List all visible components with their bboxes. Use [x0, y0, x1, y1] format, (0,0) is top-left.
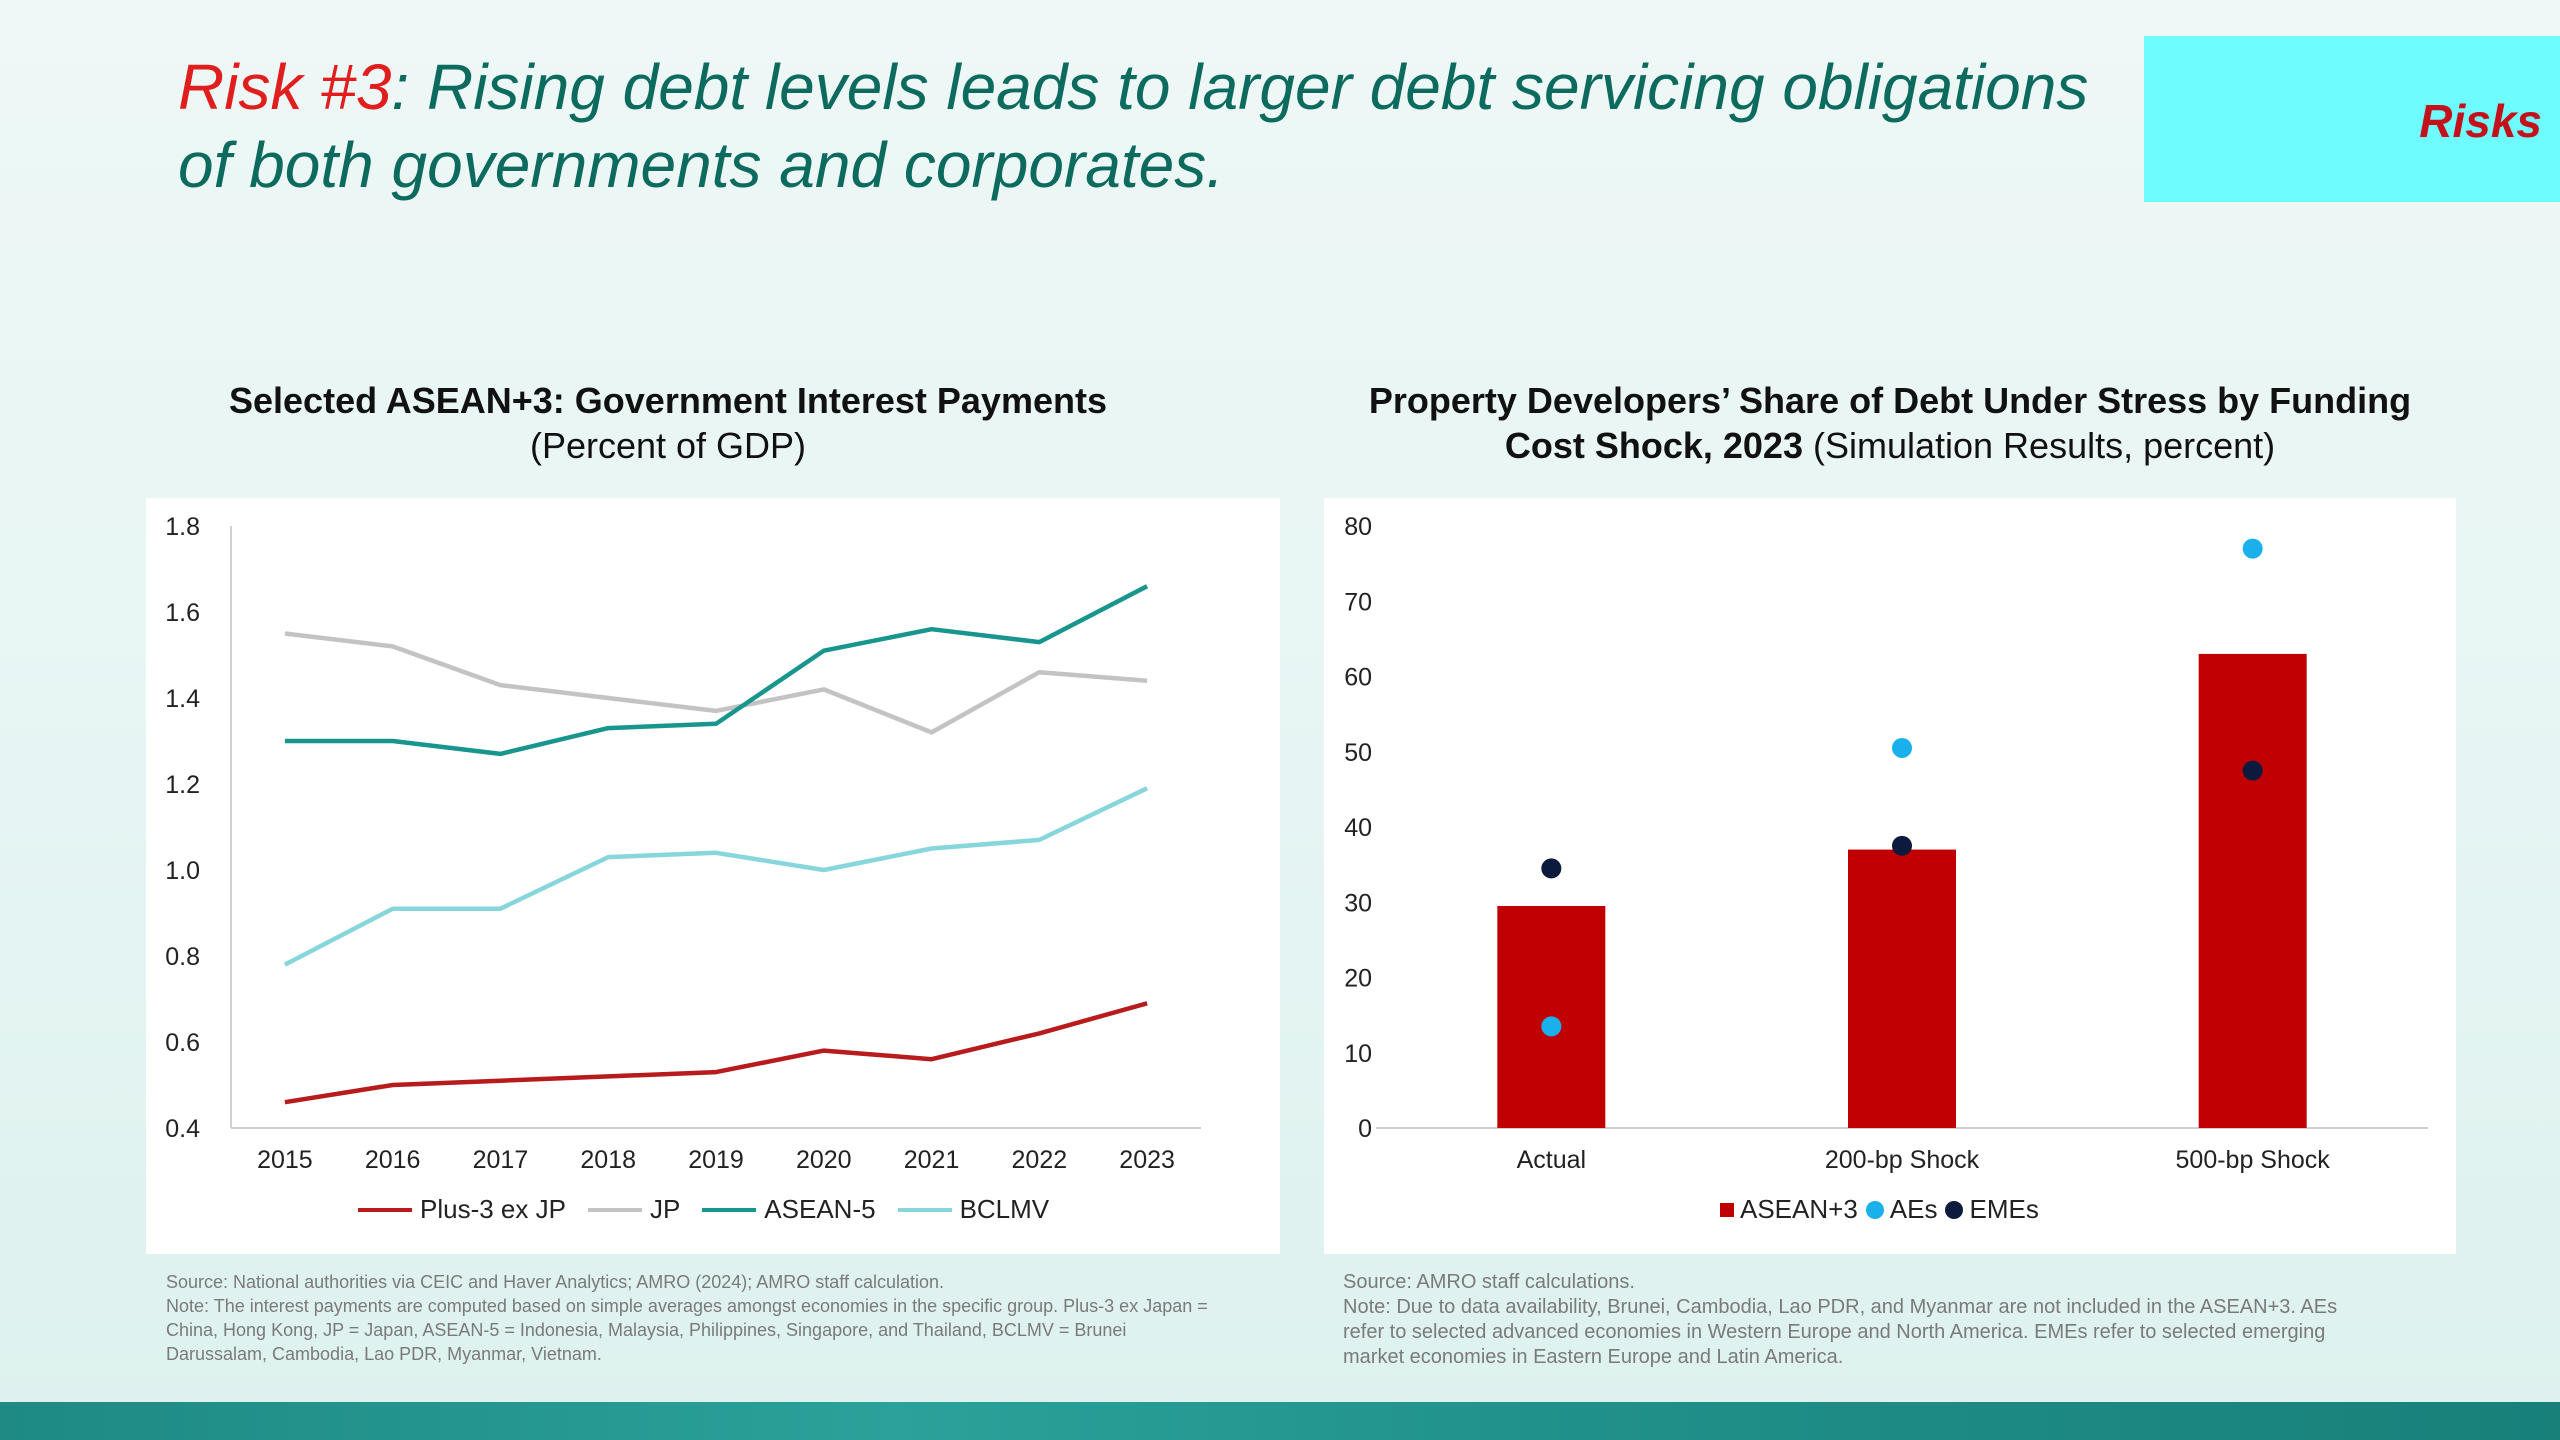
line-chart-y-tick: 0.4 [165, 1115, 200, 1143]
line-chart-y-tick: 0.6 [165, 1029, 200, 1057]
bar-chart-y-tick: 0 [1358, 1115, 1372, 1143]
right-chart-title: Property Developers’ Share of Debt Under… [1330, 378, 2450, 468]
bar-chart-y-tick: 60 [1344, 664, 1372, 692]
line-chart-legend: Plus-3 ex JP JP ASEAN-5 BCLMV [358, 1194, 1071, 1225]
legend-item-bclmv: BCLMV [897, 1194, 1050, 1225]
legend-label: ASEAN-5 [764, 1194, 876, 1224]
legend-label: AEs [1889, 1194, 1938, 1224]
bar-chart-svg: 0 10 20 30 40 50 60 70 80 Actual 200-bp Shock 500-b… [1344, 513, 2428, 1174]
legend-label: ASEAN+3 [1740, 1194, 1858, 1224]
line-chart-svg: 0.4 0.6 0.8 1.0 1.2 1.4 1.6 1.8 2015 2016 2017 2018… [165, 513, 1201, 1174]
headline-text-1: : Rising debt levels leads to larger deb… [391, 51, 2089, 123]
line-chart-x-tick: 2018 [580, 1146, 636, 1174]
line-chart-x-tick: 2017 [473, 1146, 529, 1174]
legend-swatch [897, 1207, 952, 1212]
line-chart-x-tick: 2016 [365, 1146, 421, 1174]
legend-item-emes: EMEs [1945, 1194, 2039, 1225]
bar-chart-x-tick: Actual [1517, 1146, 1586, 1174]
line-chart-y-tick: 1.8 [165, 513, 200, 541]
line-chart-x-tick: 2015 [257, 1146, 313, 1174]
line-chart-y-tick: 1.6 [165, 599, 200, 627]
bar-chart-y-tick: 10 [1344, 1040, 1372, 1068]
risk-number: Risk #3 [178, 51, 392, 123]
right-chart-source: Source: AMRO staff calculations. [1343, 1271, 1635, 1293]
right-note-line-3: market economies in Eastern Europe and L… [1343, 1346, 1844, 1368]
legend-item-asean-5: ASEAN-5 [702, 1194, 876, 1225]
line-chart-x-tick: 2020 [796, 1146, 852, 1174]
dot-emes-500-bp-shock [2242, 760, 2263, 781]
right-chart-title-line2-rest: (Simulation Results, percent) [1802, 425, 2276, 466]
series-line-bclmv [283, 786, 1149, 967]
bar-chart-x-tick: 500-bp Shock [2176, 1146, 2331, 1174]
legend-item-asean-3: ASEAN+3 [1720, 1194, 1858, 1225]
bar-chart-x-tick: 200-bp Shock [1825, 1146, 1980, 1174]
dot-emes-actual [1541, 858, 1562, 879]
legend-swatch [1720, 1202, 1734, 1217]
legend-item-plus-3-ex-jp: Plus-3 ex JP [358, 1194, 566, 1225]
left-chart-notes: Source: National authorities via CEIC an… [166, 1270, 1286, 1366]
left-chart-source: Source: National authorities via CEIC an… [166, 1272, 945, 1292]
bar-chart-y-tick: 50 [1344, 739, 1372, 767]
bar-asean-3-500-bp-shock [2198, 653, 2307, 1128]
right-note-line-1: Note: Due to data availability, Brunei, … [1343, 1296, 2338, 1318]
dot-aes-500-bp-shock [2242, 538, 2263, 559]
line-chart-y-tick: 0.8 [165, 943, 200, 971]
left-chart-panel: 0.4 0.6 0.8 1.0 1.2 1.4 1.6 1.8 2015 2016 2017 2018… [146, 498, 1280, 1254]
right-chart-panel: 0 10 20 30 40 50 60 70 80 Actual 200-bp Shock 500-b… [1324, 498, 2456, 1254]
bar-chart-y-tick: 30 [1344, 889, 1372, 917]
headline-line-2: of both governments and corporates. [178, 129, 1224, 201]
line-chart-x-tick: 2021 [904, 1146, 960, 1174]
dot-aes-200-bp-shock [1892, 737, 1912, 758]
left-chart-title-main: Selected ASEAN+3: Government Interest Pa… [229, 380, 1107, 421]
line-chart-y-tick: 1.4 [165, 685, 200, 713]
legend-label: BCLMV [959, 1194, 1050, 1224]
headline-line-1: Risk #3: Rising debt levels leads to lar… [178, 48, 2128, 126]
right-note-line-2: refer to selected advanced economies in … [1343, 1321, 2326, 1343]
line-chart-x-tick: 2019 [688, 1146, 744, 1174]
legend-item-jp: JP [587, 1194, 681, 1225]
page-headline: Risk #3: Rising debt levels leads to lar… [178, 48, 2128, 204]
series-line-asean-5 [284, 584, 1149, 757]
legend-label: Plus-3 ex JP [420, 1194, 566, 1224]
bar-chart-y-tick: 70 [1344, 588, 1372, 616]
section-tag-box: Risks [2144, 36, 2560, 202]
legend-item-aes: AEs [1865, 1194, 1938, 1225]
bar-chart-legend: ASEAN+3 AEs EMEs [1720, 1194, 2047, 1225]
right-chart-title-line1: Property Developers’ Share of Debt Under… [1368, 380, 2412, 421]
left-chart-title: Selected ASEAN+3: Government Interest Pa… [148, 378, 1188, 468]
dot-aes-actual [1541, 1016, 1562, 1037]
series-line-jp [284, 631, 1148, 735]
series-line-plus-3-ex-jp [284, 1001, 1148, 1105]
line-chart-x-tick: 2022 [1012, 1146, 1068, 1174]
legend-swatch [587, 1207, 642, 1212]
bar-chart-y-tick: 20 [1344, 965, 1372, 993]
left-note-line-3: Darussalam, Cambodia, Lao PDR, Myanmar, … [166, 1344, 602, 1364]
right-chart-notes: Source: AMRO staff calculations. Note: D… [1343, 1270, 2523, 1370]
legend-swatch [1865, 1200, 1884, 1219]
line-chart-y-tick: 1.2 [165, 771, 200, 799]
legend-label: EMEs [1969, 1194, 2039, 1224]
left-chart-title-sub: (Percent of GDP) [529, 425, 807, 466]
footer-band [0, 1402, 2560, 1440]
left-note-line-1: Note: The interest payments are computed… [166, 1296, 1208, 1316]
legend-label: JP [649, 1194, 681, 1224]
dot-emes-200-bp-shock [1892, 835, 1912, 856]
right-chart-title-line2-bold: Cost Shock, 2023 [1504, 425, 1803, 466]
left-note-line-2: China, Hong Kong, JP = Japan, ASEAN-5 = … [166, 1320, 1127, 1340]
legend-swatch [1945, 1200, 1964, 1219]
bar-asean-3-200-bp-shock [1848, 849, 1956, 1128]
line-chart-y-tick: 1.0 [165, 857, 200, 885]
bar-chart-y-tick: 40 [1344, 814, 1372, 842]
bar-chart-y-tick: 80 [1344, 513, 1372, 541]
section-tag: Risks [2419, 95, 2542, 147]
legend-swatch [702, 1207, 757, 1212]
legend-swatch [358, 1207, 412, 1212]
line-chart-x-tick: 2023 [1119, 1146, 1175, 1174]
